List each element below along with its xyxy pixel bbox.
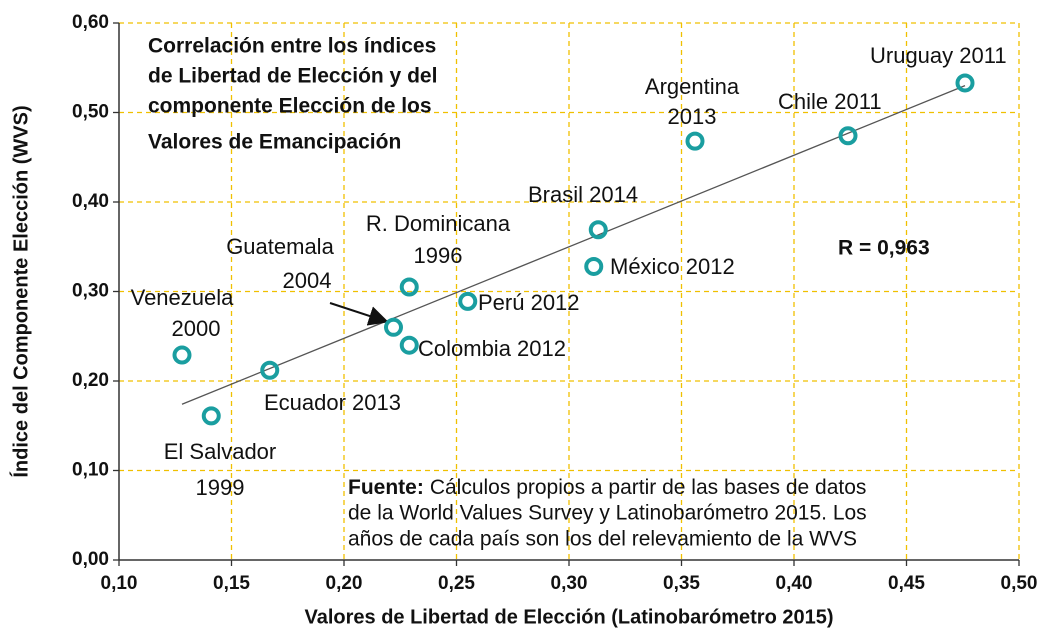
source-note: de la World Values Survey y Latinobaróme… — [348, 502, 867, 525]
y-tick-label: 0,60 — [72, 12, 109, 33]
point — [201, 406, 221, 426]
point — [260, 360, 280, 380]
point — [685, 131, 705, 151]
point-label: Chile 2011 — [778, 89, 882, 114]
chart-title: Correlación entre los índices — [148, 35, 436, 58]
point-label: Uruguay 2011 — [870, 43, 1007, 68]
point-label: 1996 — [414, 243, 463, 268]
y-tick-label: 0,00 — [72, 549, 109, 570]
point-label: 2004 — [283, 268, 332, 293]
chart-title: de Libertad de Elección y del — [148, 65, 437, 88]
point-label: México 2012 — [610, 254, 735, 279]
point-label: 1999 — [196, 475, 245, 500]
x-tick-label: 0,45 — [888, 573, 925, 594]
point — [384, 317, 403, 337]
x-axis-title: Valores de Libertad de Elección (Latinob… — [304, 606, 833, 628]
point — [458, 291, 478, 311]
x-tick-label: 0,10 — [101, 573, 138, 594]
x-tick-label: 0,50 — [1001, 573, 1038, 594]
trendline — [181, 85, 966, 405]
point — [584, 256, 604, 276]
y-tick-label: 0,50 — [72, 102, 109, 123]
source-line: Cálculos propios a partir de las bases d… — [430, 476, 867, 499]
y-tick-label: 0,10 — [72, 460, 109, 481]
point-label: Venezuela — [131, 285, 235, 310]
y-tick-label: 0,40 — [72, 191, 109, 212]
x-tick-label: 0,35 — [663, 573, 700, 594]
x-tick-label: 0,25 — [438, 573, 475, 594]
point — [172, 345, 192, 365]
point — [955, 73, 975, 93]
source-note: Fuente: Cálculos propios a partir de las … — [348, 476, 866, 499]
point-label: Perú 2012 — [478, 290, 580, 315]
x-tick-label: 0,20 — [326, 573, 363, 594]
source-bold: Fuente: — [348, 476, 424, 499]
arrow — [329, 302, 389, 326]
point — [838, 126, 858, 146]
annotation: R = 0,963 — [838, 237, 930, 260]
chart-title: Valores de Emancipación — [148, 131, 401, 154]
point-label: El Salvador — [164, 439, 277, 464]
source-note: años de cada país son los del relevamien… — [348, 528, 857, 551]
point-label: Colombia 2012 — [418, 336, 566, 361]
point-label: Brasil 2014 — [528, 182, 638, 207]
point-label: Argentina — [645, 74, 740, 99]
point-label: Ecuador 2013 — [264, 390, 401, 415]
y-tick-label: 0,30 — [72, 281, 109, 302]
x-tick-label: 0,40 — [776, 573, 813, 594]
y-axis-title: Índice del Componente Elección (WVS) — [9, 105, 32, 477]
point — [399, 277, 419, 297]
point-label: R. Dominicana — [366, 211, 511, 236]
point-label: Guatemala — [226, 234, 334, 259]
chart-title: componente Elección de los — [148, 95, 432, 118]
point — [588, 220, 608, 240]
x-tick-label: 0,30 — [551, 573, 588, 594]
point-label: 2000 — [172, 316, 221, 341]
point-label: 2013 — [668, 104, 717, 129]
y-tick-label: 0,20 — [72, 370, 109, 391]
point — [399, 335, 419, 355]
x-tick-label: 0,15 — [213, 573, 250, 594]
